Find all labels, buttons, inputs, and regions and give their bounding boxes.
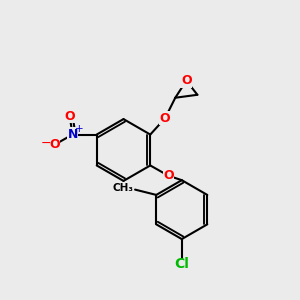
Text: +: + [75, 124, 83, 134]
Text: CH₃: CH₃ [112, 183, 134, 193]
Text: N: N [68, 128, 78, 141]
Text: O: O [163, 169, 174, 182]
Text: O: O [160, 112, 170, 125]
Text: O: O [49, 138, 60, 151]
Text: O: O [181, 74, 192, 87]
Text: Cl: Cl [174, 256, 189, 271]
Text: −: − [41, 137, 51, 150]
Text: O: O [64, 110, 75, 123]
